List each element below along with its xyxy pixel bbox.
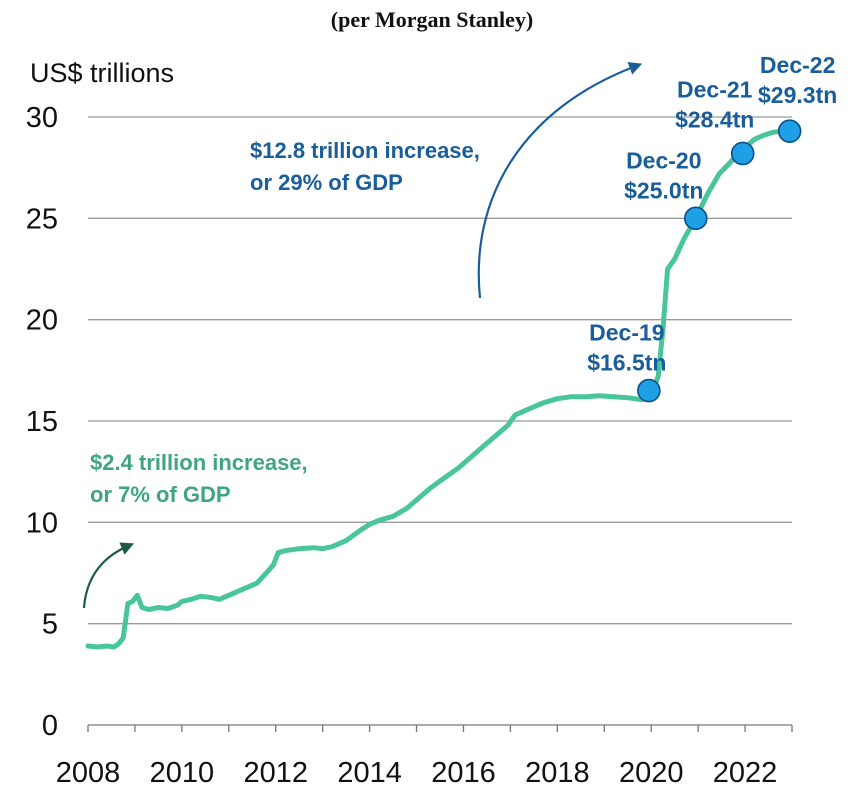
point-label-date: Dec-20 xyxy=(626,147,701,173)
annotation-blue-line1: $12.8 trillion increase, xyxy=(250,138,480,163)
y-tick-label: 30 xyxy=(26,102,58,134)
x-tick-label: 2014 xyxy=(337,757,402,785)
x-tick-label: 2012 xyxy=(243,757,308,785)
blue-annotation-arrow xyxy=(477,62,643,299)
x-axis-ticks: 2008 2010 2012 2014 2016 2018 2020 2022 xyxy=(56,725,793,785)
point-label-date: Dec-22 xyxy=(760,52,835,78)
highlight-marker xyxy=(683,206,708,231)
y-axis-ticks: 0 5 10 15 20 25 30 xyxy=(26,102,58,742)
chart-subtitle: (per Morgan Stanley) xyxy=(331,7,533,32)
y-tick-label: 25 xyxy=(26,203,58,235)
x-tick-label: 2010 xyxy=(150,757,215,785)
point-label-value: $25.0tn xyxy=(624,177,703,203)
highlight-marker xyxy=(637,378,661,403)
annotation-green-line1: $2.4 trillion increase, xyxy=(90,450,308,475)
series-line xyxy=(85,128,793,650)
gridlines xyxy=(88,116,792,726)
x-tick-label: 2022 xyxy=(713,757,778,785)
y-tick-label: 10 xyxy=(26,507,58,539)
highlight-marker xyxy=(730,141,755,166)
green-annotation-arrow xyxy=(82,542,135,609)
point-label-value: $16.5tn xyxy=(587,350,666,376)
point-label-date: Dec-21 xyxy=(677,76,753,102)
point-label-value: $29.3tn xyxy=(758,82,837,108)
x-tick-label: 2018 xyxy=(525,757,590,785)
y-tick-label: 20 xyxy=(26,305,58,337)
y-tick-label: 15 xyxy=(26,406,58,438)
highlight-marker xyxy=(777,119,802,143)
annotation-green-line2: or 7% of GDP xyxy=(90,482,231,507)
point-label-value: $28.4tn xyxy=(675,106,754,132)
highlight-markers xyxy=(637,119,802,403)
x-tick-label: 2008 xyxy=(56,757,121,785)
y-axis-label: US$ trillions xyxy=(30,58,174,88)
point-labels: Dec-19 $16.5tn Dec-20 $25.0tn Dec-21 $28.4tn D… xyxy=(587,52,837,375)
x-tick-label: 2016 xyxy=(431,757,496,785)
y-tick-label: 0 xyxy=(42,710,58,742)
y-tick-label: 5 xyxy=(42,609,58,641)
annotation-blue-line2: or 29% of GDP xyxy=(250,170,403,195)
x-tick-label: 2020 xyxy=(619,757,684,785)
point-label-date: Dec-19 xyxy=(589,320,664,346)
